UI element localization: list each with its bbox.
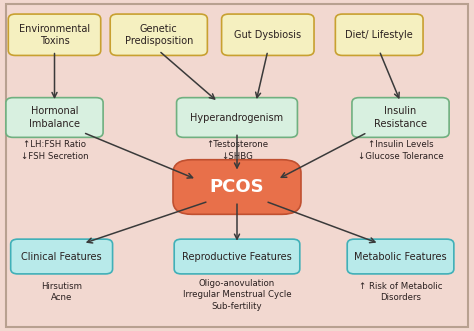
Text: Diet/ Lifestyle: Diet/ Lifestyle <box>346 30 413 40</box>
Text: Hyperandrogenism: Hyperandrogenism <box>191 113 283 122</box>
Text: ↑Testosterone
↓SHBG: ↑Testosterone ↓SHBG <box>206 140 268 161</box>
Text: Gut Dysbiosis: Gut Dysbiosis <box>234 30 301 40</box>
FancyBboxPatch shape <box>352 98 449 137</box>
Text: ↑LH:FSH Ratio
↓FSH Secretion: ↑LH:FSH Ratio ↓FSH Secretion <box>21 140 88 161</box>
FancyBboxPatch shape <box>221 14 314 55</box>
Text: ↑Insulin Levels
↓Glucose Tolerance: ↑Insulin Levels ↓Glucose Tolerance <box>358 140 443 161</box>
FancyBboxPatch shape <box>174 239 300 274</box>
Text: Hormonal
Imbalance: Hormonal Imbalance <box>29 106 80 129</box>
FancyBboxPatch shape <box>6 98 103 137</box>
Text: Metabolic Features: Metabolic Features <box>354 252 447 261</box>
FancyBboxPatch shape <box>347 239 454 274</box>
FancyBboxPatch shape <box>11 239 112 274</box>
FancyBboxPatch shape <box>110 14 207 55</box>
Text: Reproductive Features: Reproductive Features <box>182 252 292 261</box>
Text: Environmental
Toxins: Environmental Toxins <box>19 24 90 46</box>
Text: ↑ Risk of Metabolic
Disorders: ↑ Risk of Metabolic Disorders <box>359 282 442 302</box>
Text: Clinical Features: Clinical Features <box>21 252 102 261</box>
FancyBboxPatch shape <box>8 14 100 55</box>
Text: PCOS: PCOS <box>210 178 264 196</box>
FancyBboxPatch shape <box>176 98 298 137</box>
Text: Hirsutism
Acne: Hirsutism Acne <box>41 282 82 302</box>
FancyBboxPatch shape <box>336 14 423 55</box>
Text: Oligo-anovulation
Irregular Menstrual Cycle
Sub-fertility: Oligo-anovulation Irregular Menstrual Cy… <box>182 279 292 310</box>
FancyBboxPatch shape <box>173 160 301 214</box>
Text: Insulin
Resistance: Insulin Resistance <box>374 106 427 129</box>
Text: Genetic
Predisposition: Genetic Predisposition <box>125 24 193 46</box>
